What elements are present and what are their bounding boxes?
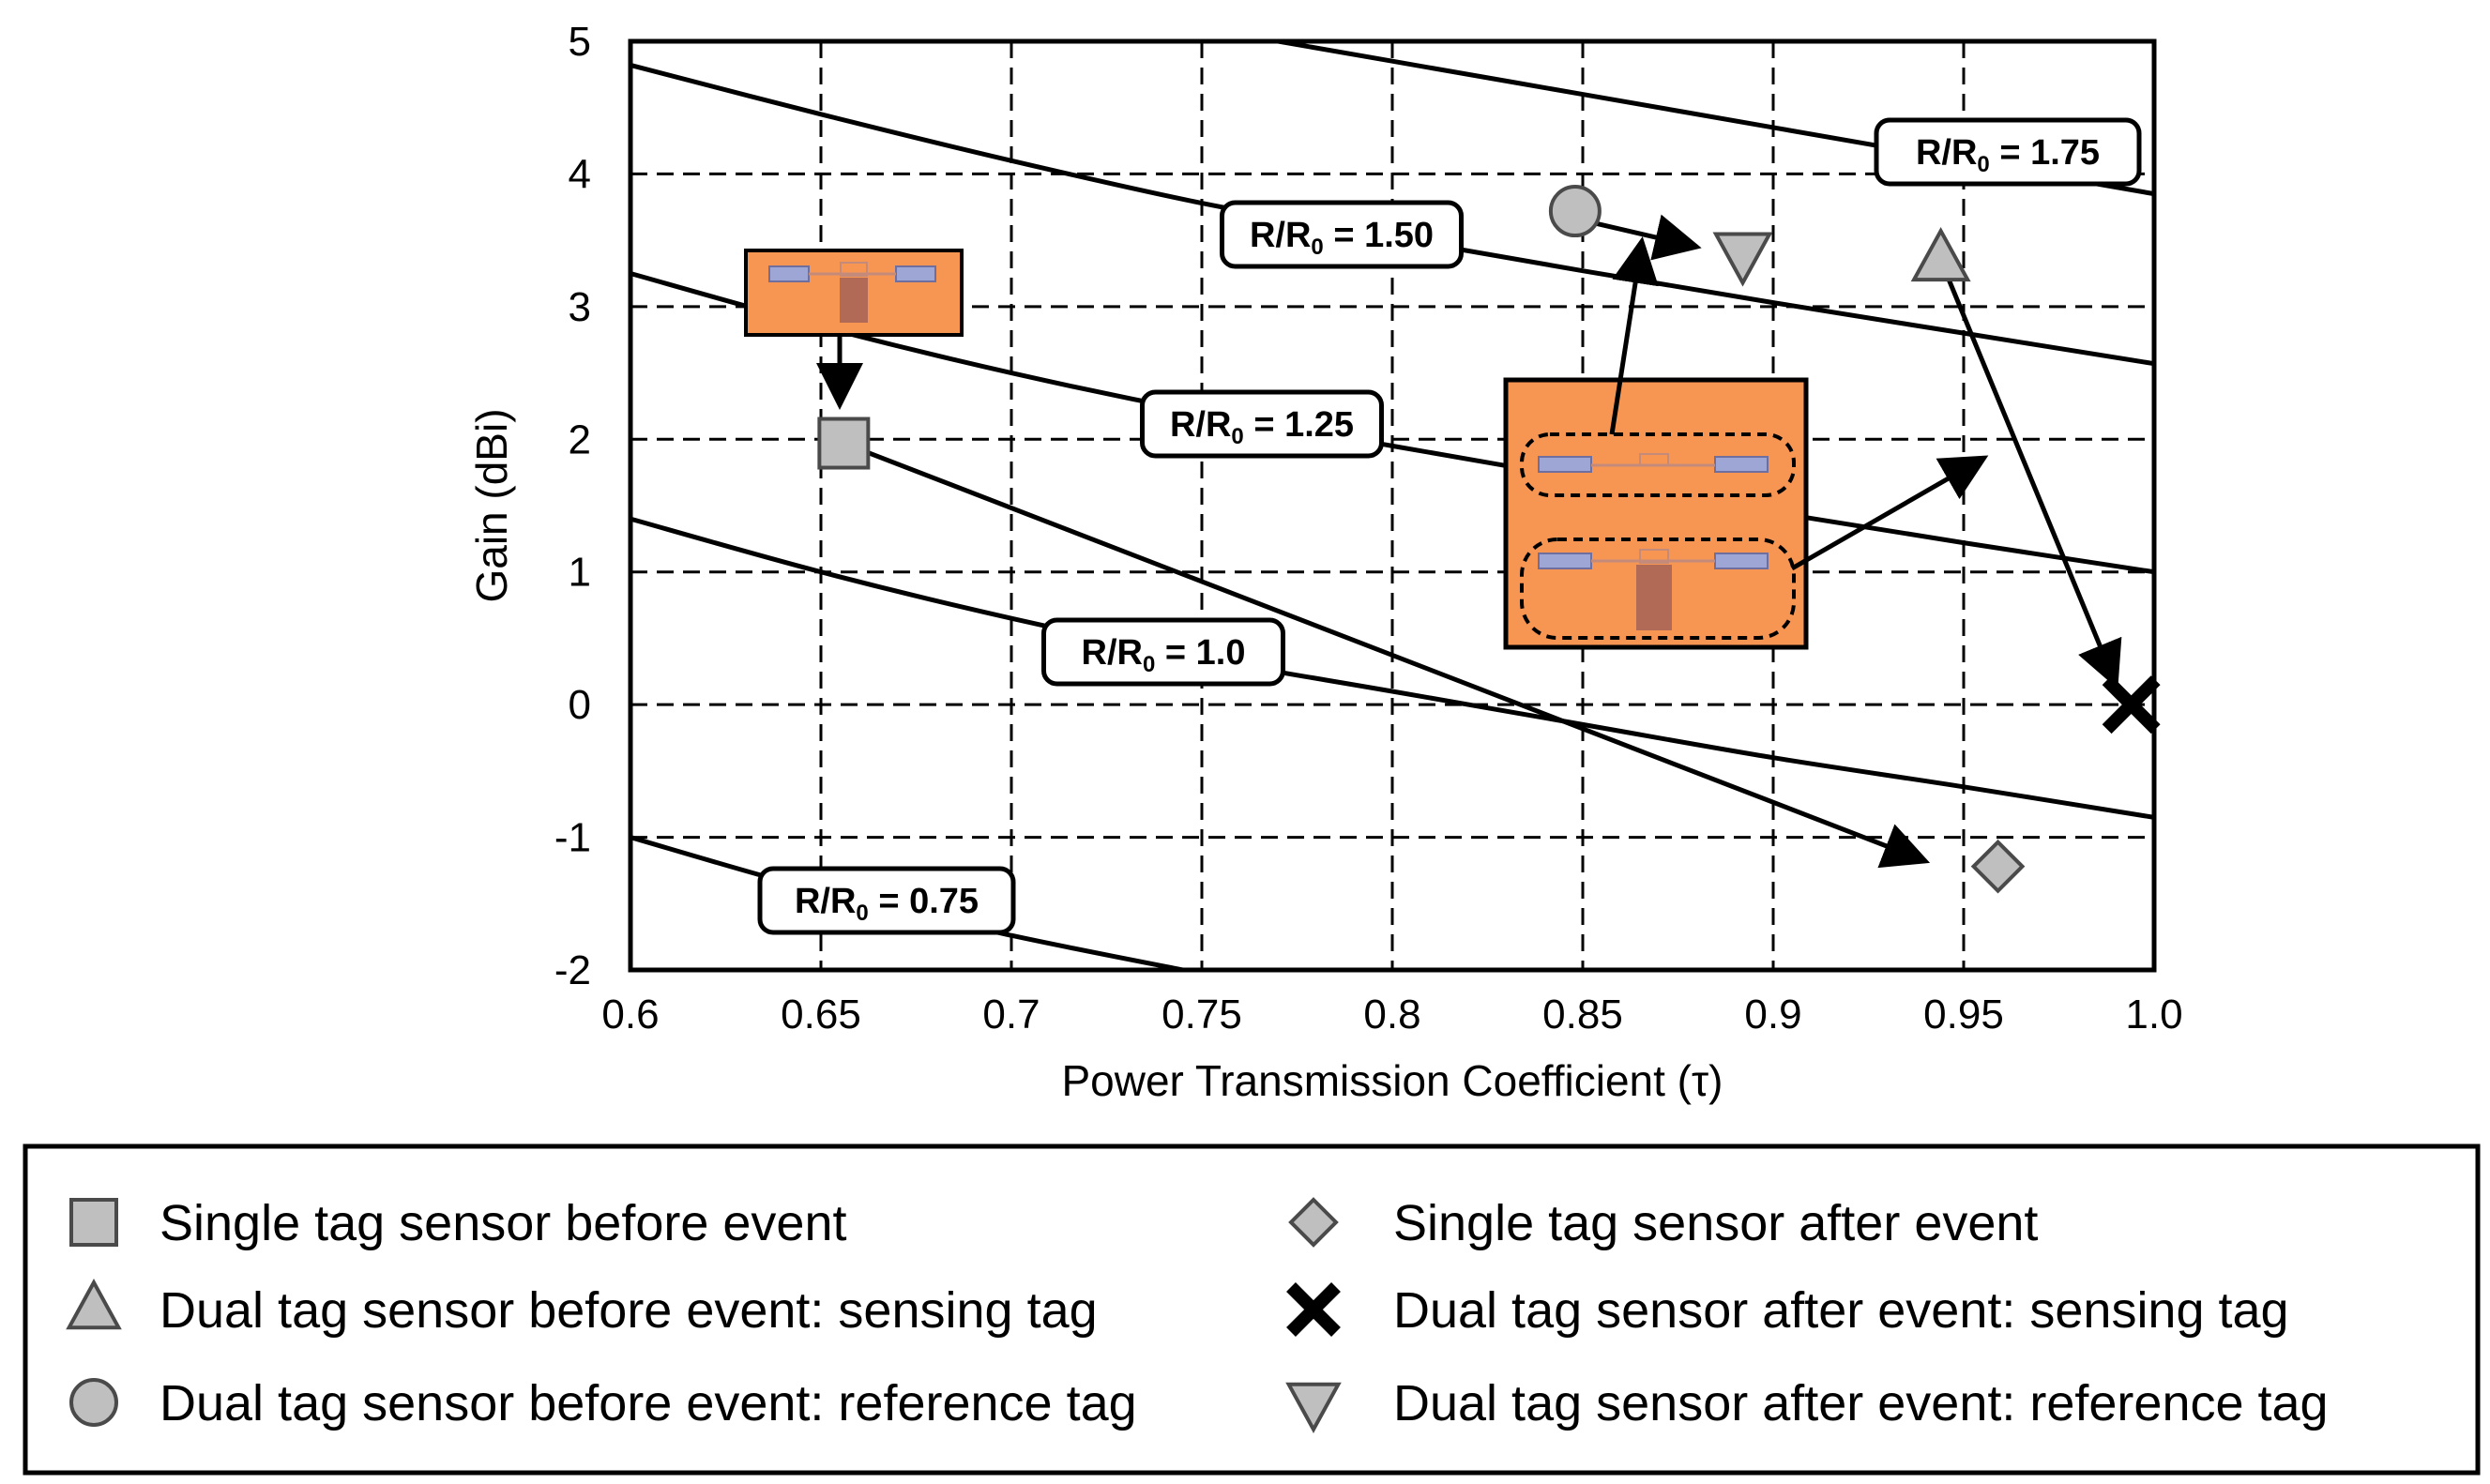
legend-label: Dual tag sensor before event: reference … [159, 1375, 1137, 1431]
x-tick-label: 0.8 [1363, 992, 1420, 1037]
y-tick-label: -1 [554, 815, 591, 861]
x-tick-label: 0.6 [601, 992, 659, 1037]
single-tag-pad-right [895, 265, 936, 282]
x-tick-label: 0.9 [1744, 992, 1801, 1037]
single-tag-loop [840, 262, 868, 277]
dual-tag-inset [1503, 377, 1809, 650]
point-square-marker [817, 416, 871, 470]
x-tick-label: 0.95 [1923, 992, 2004, 1037]
curve-label-sub: 0 [1311, 235, 1323, 260]
y-axis-title: Gain (dBi) [467, 408, 516, 602]
x-axis-title: Power Transmission Coefficient (τ) [1061, 1056, 1723, 1105]
legend-label: Single tag sensor after event [1393, 1195, 2038, 1251]
legend-entries: Single tag sensor before event Dual tag s… [66, 1195, 2329, 1433]
event-arrow-1 [1938, 259, 2122, 689]
legend-label: Single tag sensor before event [159, 1195, 846, 1251]
curve-label-main: R/R [795, 882, 856, 921]
point-x-marker [2102, 675, 2161, 734]
data-points [817, 185, 2161, 894]
reference-tag-inset-arrow [1609, 236, 1659, 435]
y-tick-label: -2 [554, 947, 591, 993]
single-tag-pad-left [768, 265, 810, 282]
curve-label-value: = 1.75 [1990, 133, 2100, 173]
legend-diamond-marker [1288, 1197, 1339, 1248]
curve-label-text: R/R0 = 1.25 [1170, 405, 1354, 449]
y-tick-label: 1 [569, 550, 591, 596]
curve-label-text: R/R0 = 1.75 [1916, 133, 2100, 177]
legend-x-marker [1286, 1282, 1341, 1337]
single-tag-stem [840, 278, 868, 323]
x-tick-label: 1.0 [2125, 992, 2182, 1037]
curve-label-sub: 0 [856, 901, 868, 926]
x-tick-labels: 0.6 0.65 0.7 0.75 0.8 0.85 0.9 0.95 1.0 [601, 992, 2182, 1037]
reference-tag-loop [1639, 453, 1669, 466]
legend-square-marker [69, 1198, 118, 1247]
x-tick-label: 0.7 [982, 992, 1040, 1037]
legend-label: Dual tag sensor after event: reference t… [1393, 1375, 2329, 1431]
sensing-tag-loop [1639, 549, 1669, 564]
gridlines [630, 41, 2154, 970]
curve-label-main: R/R [1082, 633, 1143, 673]
curve-label-value: = 1.25 [1244, 405, 1354, 445]
legend-label: Dual tag sensor after event: sensing tag [1393, 1282, 2289, 1339]
sensing-tag-pad-right [1714, 553, 1769, 569]
y-tick-label: 3 [569, 284, 591, 330]
curve-label-sub: 0 [1231, 424, 1243, 449]
curve-2 [630, 271, 2155, 575]
reference-tag-pad-left [1538, 456, 1592, 473]
legend-box [23, 1143, 2481, 1476]
curve-label-box [757, 866, 1016, 935]
curve-label-sub: 0 [1143, 652, 1155, 677]
point-triangle-down-marker [1712, 232, 1773, 287]
plot-border [628, 38, 2157, 973]
curve-label-text: R/R0 = 0.75 [795, 882, 979, 926]
point-triangle-up-marker [1910, 227, 1971, 282]
legend-triangle-down-marker [1285, 1382, 1342, 1433]
curve-label-sub: 0 [1977, 152, 1989, 177]
curve-label-box [1140, 389, 1384, 459]
legend-label: Dual tag sensor before event: sensing ta… [159, 1282, 1098, 1339]
sensing-tag-inset-arrow [1790, 455, 1989, 571]
legend: Single tag sensor before event Dual tag s… [23, 1143, 2481, 1476]
single-tag-inset [744, 249, 964, 337]
legend-triangle-up-marker [66, 1279, 122, 1330]
point-circle-marker [1548, 185, 1602, 238]
sensing-tag-outline [1520, 538, 1796, 640]
sensing-tag-pad-left [1538, 553, 1592, 569]
curve-label-value: = 1.0 [1155, 633, 1245, 673]
curve-label-value: = 1.50 [1324, 216, 1434, 255]
legend-circle-marker [69, 1378, 118, 1427]
event-arrows [843, 214, 2122, 869]
curve-label-box [1041, 617, 1285, 687]
point-diamond-marker [1970, 839, 2026, 894]
y-tick-label: 0 [569, 682, 591, 728]
curve-label-value: = 0.75 [869, 882, 979, 921]
curve-label-text: R/R0 = 1.50 [1250, 216, 1434, 260]
reference-tag-outline [1520, 432, 1796, 497]
sensing-tag-stem [1636, 565, 1672, 630]
curve-labels: R/R0 = 0.75R/R0 = 1.0R/R0 = 1.25R/R0 = 1… [757, 117, 2142, 935]
x-tick-label: 0.85 [1542, 992, 1623, 1037]
event-arrow-0 [843, 441, 1931, 869]
x-tick-label: 0.75 [1161, 992, 1242, 1037]
y-tick-label: 2 [569, 416, 591, 462]
event-arrow-2 [1582, 214, 1702, 261]
curve-label-box [1220, 200, 1464, 269]
y-tick-label: 4 [569, 151, 591, 197]
reference-tag-pad-right [1714, 456, 1769, 473]
curve-1 [630, 516, 2155, 820]
y-tick-labels: -2 -1 0 1 2 3 4 5 [554, 19, 591, 993]
y-tick-label: 5 [569, 19, 591, 65]
curve-label-main: R/R [1170, 405, 1231, 445]
curve-label-box [1874, 117, 2142, 187]
curve-label-text: R/R0 = 1.0 [1082, 633, 1246, 677]
x-tick-label: 0.65 [781, 992, 861, 1037]
curve-label-main: R/R [1250, 216, 1311, 255]
curve-label-main: R/R [1916, 133, 1977, 173]
